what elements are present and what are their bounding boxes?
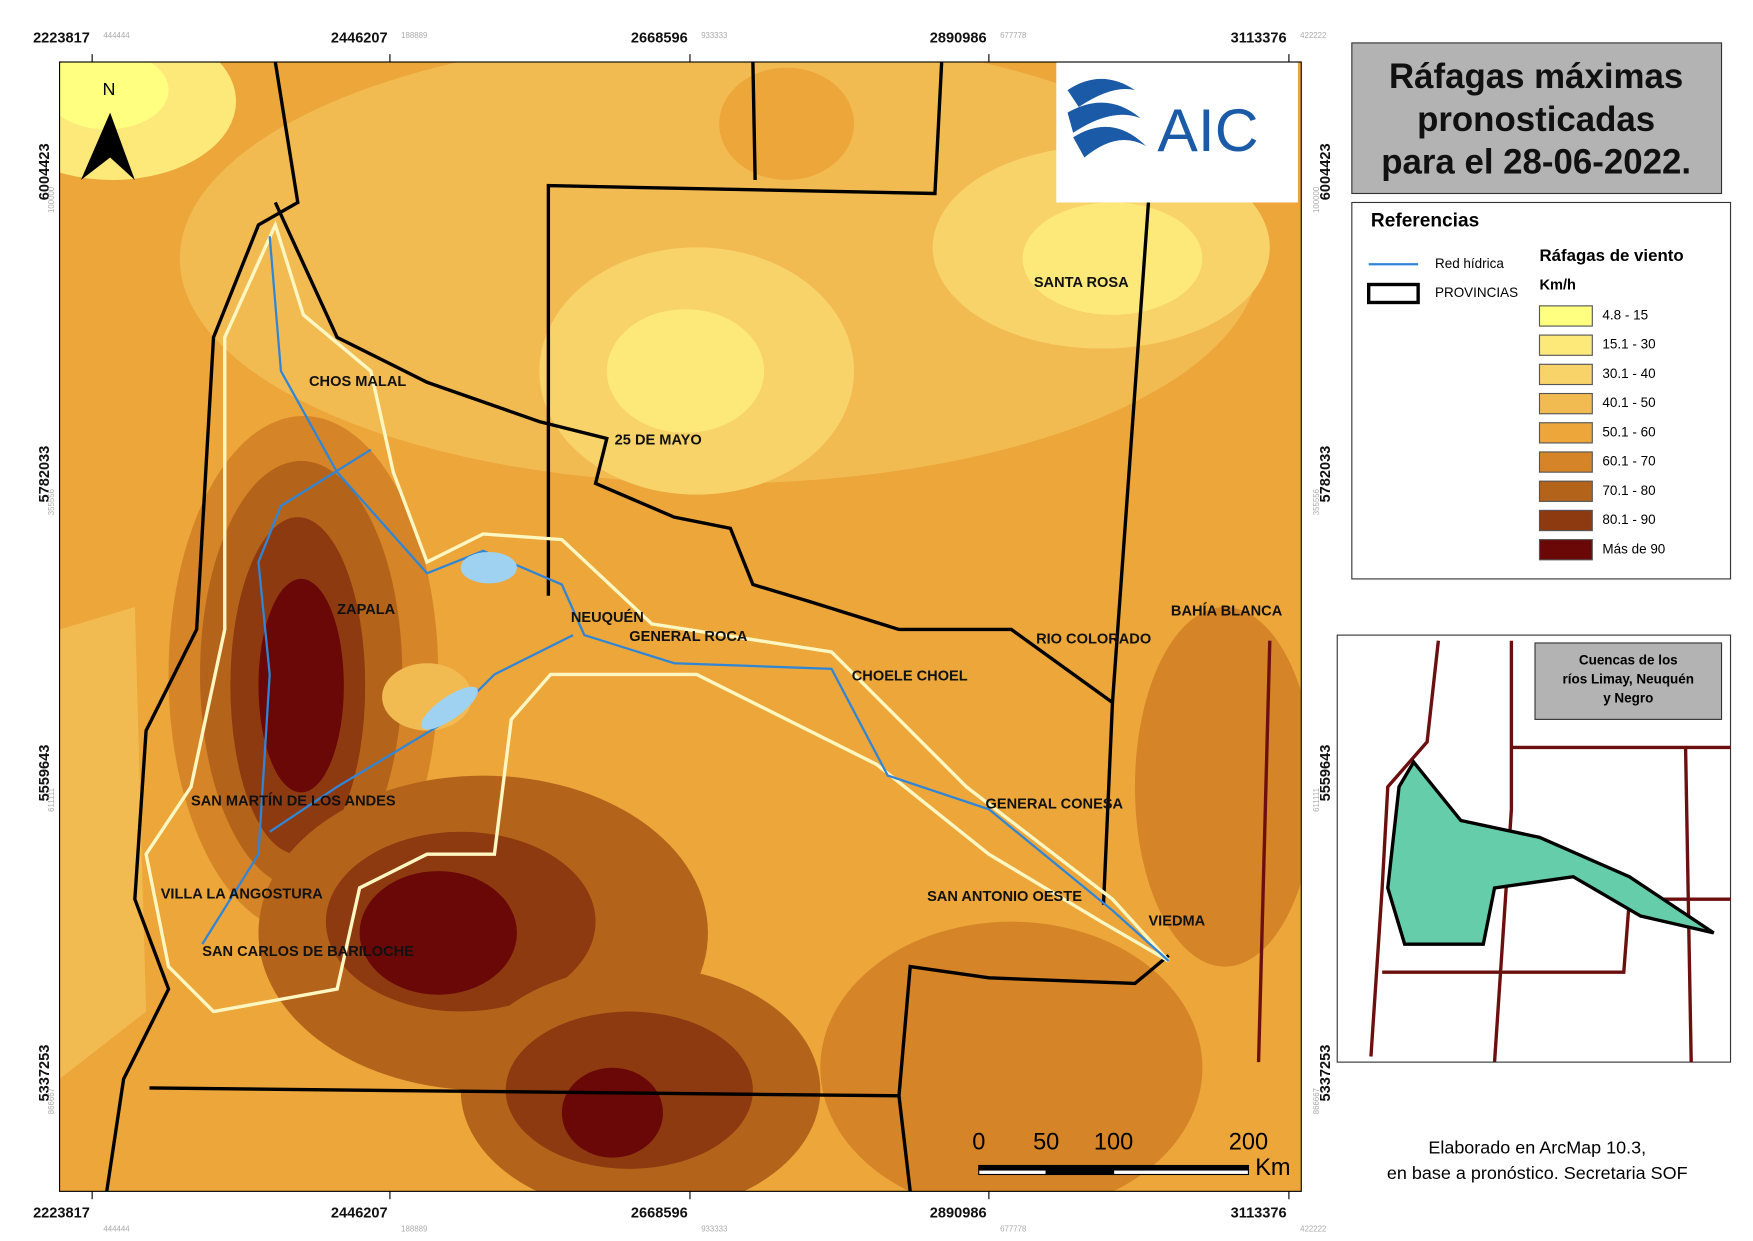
y-coord-label: 5337253 — [1318, 1045, 1334, 1102]
x-coord-label: 2890986 — [930, 30, 987, 46]
legend-class-label: Más de 90 — [1602, 541, 1665, 556]
legend-swatch — [1538, 451, 1593, 473]
place-label: SAN ANTONIO OESTE — [927, 889, 1082, 905]
legend-class-label: 40.1 - 50 — [1602, 395, 1655, 410]
legend-class-label: 4.8 - 15 — [1602, 308, 1648, 323]
x-coord-label: 2223817 — [33, 1206, 90, 1222]
map-raster — [59, 62, 1302, 1192]
x-coord-minor: 444444 — [103, 31, 130, 40]
scale-segment — [1113, 1164, 1250, 1171]
y-coord-label: 5337253 — [37, 1045, 53, 1102]
y-coord-minor: 866667 — [1312, 1088, 1321, 1114]
y-coord-minor: 355556 — [47, 488, 56, 515]
place-label: VIEDMA — [1148, 914, 1205, 930]
x-coord-minor: 444444 — [103, 1225, 130, 1234]
x-coord-minor: 422222 — [1300, 31, 1326, 40]
legend-item: Red hídrica — [1435, 256, 1504, 271]
legend-class-label: 80.1 - 90 — [1602, 512, 1655, 527]
legend-class-label: 15.1 - 30 — [1602, 337, 1655, 352]
map-title: para el 28-06-2022. — [1381, 142, 1691, 181]
x-coord-label: 3113376 — [1231, 1206, 1287, 1222]
x-coord-label: 3113376 — [1231, 30, 1287, 46]
x-coord-label: 2890986 — [930, 1206, 987, 1222]
x-coord-label: 2668596 — [631, 1206, 688, 1222]
y-coord-minor: 355556 — [1312, 488, 1321, 515]
x-coord-label: 2446207 — [331, 30, 388, 46]
scale-segment — [1113, 1169, 1250, 1176]
credit-text: en base a pronóstico. Secretaria SOF — [1387, 1163, 1688, 1183]
legend-ramp-unit: Km/h — [1539, 277, 1576, 293]
inset-map — [1256, 640, 1731, 1063]
x-coord-minor: 933333 — [701, 31, 728, 40]
place-label: CHOELE CHOEL — [852, 669, 968, 685]
place-label: NEUQUÉN — [571, 609, 644, 626]
legend-class-label: 70.1 - 80 — [1602, 483, 1655, 498]
map-title: Ráfagas máximas — [1389, 57, 1683, 96]
y-coord-minor: 100000 — [1312, 186, 1321, 213]
scale-label: 200 — [1229, 1128, 1268, 1154]
y-coord-minor: 611111 — [1312, 788, 1321, 812]
legend-class-label: 50.1 - 60 — [1602, 424, 1655, 439]
legend-swatch — [1538, 305, 1593, 327]
place-label: RIO COLORADO — [1036, 631, 1151, 647]
legend-swatch — [1538, 422, 1593, 444]
legend-swatch — [1538, 363, 1593, 386]
y-coord-minor: 611111 — [47, 788, 56, 812]
scale-segment — [1045, 1169, 1115, 1176]
y-coord-label: 5559643 — [37, 745, 53, 802]
x-coord-minor: 677778 — [1000, 31, 1027, 40]
legend-heading: Referencias — [1371, 211, 1479, 232]
legend-swatch — [1538, 334, 1593, 356]
scale-segment — [978, 1169, 1047, 1176]
place-label: BAHÍA BLANCA — [1171, 602, 1283, 619]
place-label: SAN CARLOS DE BARILOCHE — [202, 944, 414, 960]
legend-swatch — [1538, 392, 1593, 415]
inset-title: Cuencas de los — [1579, 653, 1678, 668]
place-label: CHOS MALAL — [309, 374, 406, 390]
place-label: ZAPALA — [337, 602, 396, 618]
place-label: GENERAL ROCA — [629, 629, 748, 645]
scale-label: 0 — [972, 1128, 985, 1154]
x-coord-minor: 677778 — [1000, 1225, 1027, 1234]
scale-label: 100 — [1094, 1128, 1133, 1154]
legend-swatch — [1538, 480, 1593, 502]
legend-swatch — [1538, 539, 1593, 561]
place-label: GENERAL CONESA — [986, 797, 1124, 813]
x-coord-minor: 188889 — [401, 31, 427, 40]
y-coord-label: 5782033 — [1318, 446, 1334, 503]
y-coord-label: 6004423 — [37, 143, 53, 200]
scale-segment — [1045, 1164, 1115, 1171]
scale-segment — [978, 1164, 1047, 1171]
legend-class-label: 30.1 - 40 — [1602, 366, 1655, 381]
credit-text: Elaborado en ArcMap 10.3, — [1428, 1137, 1646, 1157]
y-coord-minor: 100000 — [47, 186, 56, 213]
y-coord-label: 6004423 — [1318, 143, 1334, 200]
x-coord-label: 2446207 — [331, 1206, 388, 1222]
north-label: N — [103, 79, 116, 99]
y-coord-minor: 866667 — [47, 1088, 56, 1114]
place-label: VILLA LA ANGOSTURA — [161, 887, 324, 903]
inset-title: ríos Limay, Neuquén — [1563, 672, 1694, 687]
scale-label: 50 — [1033, 1128, 1059, 1154]
place-label: SAN MARTÍN DE LOS ANDES — [191, 792, 396, 809]
legend-class-label: 60.1 - 70 — [1602, 454, 1655, 469]
legend-ramp-title: Ráfagas de viento — [1539, 246, 1683, 265]
x-coord-minor: 188889 — [401, 1225, 427, 1234]
logo-text: AIC — [1157, 96, 1258, 164]
place-label: SANTA ROSA — [1034, 275, 1129, 291]
inset-title: y Negro — [1603, 691, 1653, 706]
x-coord-minor: 422222 — [1300, 1225, 1326, 1234]
place-label: 25 DE MAYO — [615, 433, 702, 449]
legend-item: PROVINCIAS — [1435, 285, 1518, 300]
y-coord-label: 5782033 — [37, 446, 53, 503]
x-coord-label: 2668596 — [631, 30, 688, 46]
x-coord-minor: 933333 — [701, 1225, 728, 1234]
y-coord-label: 5559643 — [1318, 745, 1334, 802]
legend-swatch — [1538, 509, 1593, 532]
x-coord-label: 2223817 — [33, 30, 90, 46]
legend-province — [1367, 282, 1420, 305]
scale-unit: Km — [1255, 1154, 1290, 1180]
map-title: pronosticadas — [1417, 100, 1655, 139]
